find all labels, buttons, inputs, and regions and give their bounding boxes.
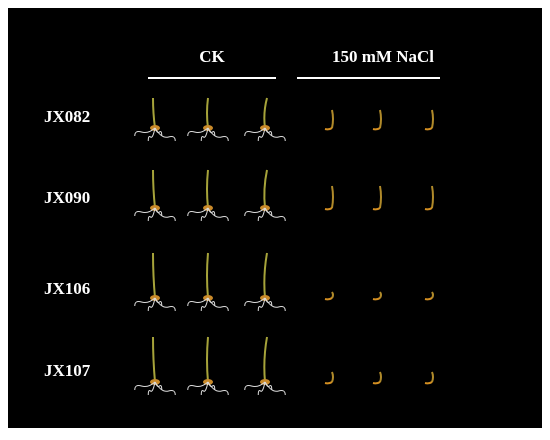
seedling-part [244, 207, 266, 217]
seedling-part [379, 291, 382, 299]
seedling-part [147, 207, 156, 222]
seedling-part [200, 127, 209, 142]
seedling-part [187, 381, 209, 391]
seedling-part [331, 185, 334, 209]
seedling-part [154, 127, 176, 142]
seedling-part [424, 127, 433, 131]
seedling-part [257, 297, 266, 312]
seedling-part [379, 371, 382, 383]
seedling-part [206, 252, 209, 299]
seedling-part [431, 291, 434, 299]
seedling-part [187, 127, 209, 137]
seedling-part [372, 127, 381, 131]
seedling-part [206, 336, 209, 383]
seedling-part [324, 207, 333, 211]
seedling-part [244, 127, 266, 137]
seedling-part [200, 297, 209, 312]
seedling-part [264, 297, 286, 312]
seedling-part [134, 127, 156, 137]
seedling-part [147, 381, 156, 396]
seedling-part [152, 252, 156, 299]
seedling-part [257, 207, 266, 222]
row-label: JX090 [44, 188, 90, 207]
seedling-part [257, 127, 266, 142]
seedling-part [187, 297, 209, 307]
seedling-part [424, 207, 433, 211]
row-label: JX082 [44, 107, 90, 126]
seedling-part [324, 297, 333, 301]
seedling-part [324, 127, 333, 131]
row-label: JX107 [44, 361, 91, 380]
seedling-part [154, 297, 176, 312]
seedling-part [264, 207, 286, 222]
seedling-part [264, 381, 286, 396]
seedling-part [147, 127, 156, 142]
seedling-part [263, 169, 268, 209]
seedling-part [331, 109, 334, 129]
seedling-part [154, 381, 176, 396]
seedling-part [372, 381, 381, 385]
seedling-part [134, 297, 156, 307]
seedling-part [324, 381, 333, 385]
seedling-part [264, 127, 286, 142]
seedling-part [244, 381, 266, 391]
seedling-part [431, 185, 434, 209]
seedling-part [152, 169, 156, 209]
seedling-part [257, 381, 266, 396]
seedling-part [424, 381, 433, 385]
seedling-part [206, 97, 209, 129]
seedling-part [207, 297, 229, 312]
seedling-part [244, 297, 266, 307]
seedling-part [200, 381, 209, 396]
seedling-part [207, 127, 229, 142]
seedling-part [147, 297, 156, 312]
seedling-part [331, 371, 334, 383]
condition-label: CK [199, 47, 225, 66]
seedling-part [207, 381, 229, 396]
seedling-part [431, 109, 434, 129]
seedling-part [187, 207, 209, 217]
seedling-part [424, 297, 433, 301]
seedling-part [152, 336, 156, 383]
seedling-part [200, 207, 209, 222]
seedling-part [263, 336, 268, 383]
seedlings [134, 97, 434, 396]
seedling-part [372, 207, 381, 211]
seedling-part [263, 252, 268, 299]
row-label: JX106 [44, 279, 90, 298]
seedling-part [134, 381, 156, 391]
seedling-part [207, 207, 229, 222]
seedling-part [372, 297, 381, 301]
condition-label: 150 mM NaCl [332, 47, 434, 66]
seedling-part [431, 371, 434, 383]
seedling-part [154, 207, 176, 222]
seedling-part [379, 185, 382, 209]
seedling-part [134, 207, 156, 217]
seedling-part [206, 169, 209, 209]
seedling-part [379, 109, 382, 129]
seedling-part [331, 291, 334, 299]
